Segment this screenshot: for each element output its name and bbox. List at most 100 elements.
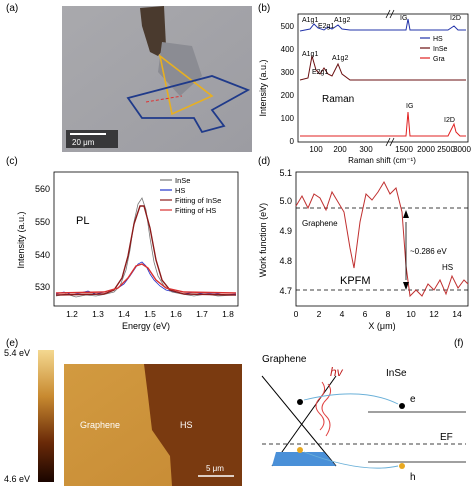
c-xtick: 1.4 (118, 309, 130, 319)
b-xtick: 2500 (437, 145, 455, 154)
b-ytick: 100 (281, 114, 295, 123)
panel-e-label: (e) (6, 338, 19, 349)
b-peak-a1g2: A1g2 (334, 17, 350, 24)
c-xtick: 1.8 (222, 309, 234, 319)
e-map-hs-region (144, 364, 242, 486)
b-series-gra (300, 111, 466, 137)
b-legend-hs: HS (433, 36, 443, 43)
d-ylabel: Work function (eV) (258, 203, 268, 277)
b-xtick: 2000 (417, 145, 435, 154)
d-ytick: 4.7 (279, 286, 292, 296)
b-legend-gra: Gra (433, 56, 445, 63)
c-ytick: 540 (35, 250, 50, 260)
panel-e-kpfm-map: 5.4 eV 4.6 eV Graphene HS 5 μm (4, 348, 242, 486)
inse-outline (126, 75, 251, 134)
b-axis-break-bottom (385, 137, 391, 147)
b-peak-i2d-gra: I2D (444, 117, 455, 124)
b-ytick: 400 (281, 45, 295, 54)
f-hole-inse (399, 463, 405, 469)
b-xlabel: Raman shift (cm⁻¹) (348, 156, 416, 165)
panel-d-label: (d) (258, 156, 271, 167)
f-hv-label: hv (330, 365, 344, 379)
c-legend-inse: InSe (175, 176, 190, 185)
b-peak-a1g1: A1g1 (302, 17, 318, 24)
b-peak-a1g1-inse: A1g1 (302, 51, 318, 58)
c-fit-hs (55, 263, 237, 294)
d-ytick: 4.9 (279, 226, 292, 236)
scalebar-text: 20 μm (72, 138, 95, 147)
b-peak-a1g2-inse: A1g2 (332, 55, 348, 62)
b-series-hs (299, 18, 466, 32)
f-hole-graphene (297, 447, 303, 453)
panel-d-kpfm-chart: Work function (eV) 4.7 4.8 4.9 5.0 5.1 G… (258, 168, 469, 331)
panel-a-micrograph: 20 μm (62, 6, 252, 152)
d-annotation-kpfm: KPFM (340, 275, 371, 287)
d-annotation-graphene: Graphene (302, 219, 338, 228)
c-xtick: 1.6 (170, 309, 182, 319)
b-series-inse (299, 55, 466, 81)
b-peak-i2d-top: I2D (450, 15, 461, 22)
dark-flake (140, 6, 166, 56)
f-hole-transfer-arrow (303, 451, 399, 469)
b-xtick: 200 (333, 145, 347, 154)
b-legend-inse: InSe (433, 46, 448, 53)
c-xtick: 1.3 (92, 309, 104, 319)
e-region-hs: HS (180, 420, 193, 430)
panel-b-raman-chart: Intensity (a.u.) 0 100 200 300 400 500 A… (258, 9, 471, 165)
d-ytick: 4.8 (279, 256, 292, 266)
b-axis-break-top (385, 9, 391, 19)
c-ylabel: Intensity (a.u.) (16, 211, 26, 268)
b-peak-ig-gra: IG (406, 103, 413, 110)
f-dirac-cone-line (271, 375, 337, 467)
f-electron-graphene (297, 399, 303, 405)
d-xtick: 0 (294, 309, 299, 319)
c-xlabel: Energy (eV) (122, 321, 170, 331)
f-hole-label: h (410, 472, 416, 483)
panel-f-band-diagram: Graphene InSe hv e h EF (261, 354, 466, 483)
b-peak-e2g1: E2g1 (318, 23, 334, 30)
d-xtick: 6 (363, 309, 368, 319)
f-dirac-cone-line (261, 375, 337, 467)
b-ytick: 200 (281, 91, 295, 100)
c-legend-fit-inse: Fitting of InSe (175, 196, 221, 205)
f-electron-label: e (410, 394, 416, 405)
c-legend-hs: HS (175, 186, 185, 195)
b-xtick: 1500 (395, 145, 413, 154)
d-xtick: 14 (452, 309, 462, 319)
b-plot-frame (297, 13, 469, 143)
c-legend-fit-hs: Fitting of HS (175, 206, 216, 215)
b-axis-break-bottom (389, 137, 395, 147)
c-xtick: 1.7 (196, 309, 208, 319)
c-xtick: 1.5 (144, 309, 156, 319)
c-ytick: 530 (35, 282, 50, 292)
f-filled-states (272, 452, 336, 466)
b-axis-break-top (389, 9, 395, 19)
c-plot-frame (53, 171, 239, 307)
inse-flake (158, 42, 202, 96)
e-region-graphene: Graphene (80, 420, 120, 430)
b-ytick: 0 (290, 137, 295, 146)
f-electron-transfer-arrow (303, 393, 399, 405)
f-title-inse: InSe (386, 368, 407, 379)
panel-c-label: (c) (6, 156, 18, 167)
d-xtick: 2 (317, 309, 322, 319)
b-peak-ig-top: IG (400, 15, 407, 22)
d-xtick: 4 (340, 309, 345, 319)
panel-f-label: (f) (454, 338, 464, 349)
f-fermi-label: EF (440, 432, 453, 443)
c-ytick: 550 (35, 217, 50, 227)
b-peak-e2g1-inse: E2g1 (312, 69, 328, 76)
f-photon-wave (321, 383, 332, 437)
panel-a-label: (a) (6, 3, 19, 14)
b-ytick: 500 (281, 22, 295, 31)
graphene-outline (158, 54, 214, 116)
d-xlabel: X (μm) (368, 321, 395, 331)
f-photon-wave (315, 381, 326, 431)
b-xtick: 3000 (453, 145, 471, 154)
d-xtick: 12 (429, 309, 439, 319)
c-annotation-pl: PL (76, 215, 89, 227)
d-plot-frame (295, 171, 469, 307)
d-ytick: 5.1 (279, 168, 292, 178)
d-ytick: 5.0 (279, 196, 292, 206)
d-series-work-function (295, 180, 469, 298)
